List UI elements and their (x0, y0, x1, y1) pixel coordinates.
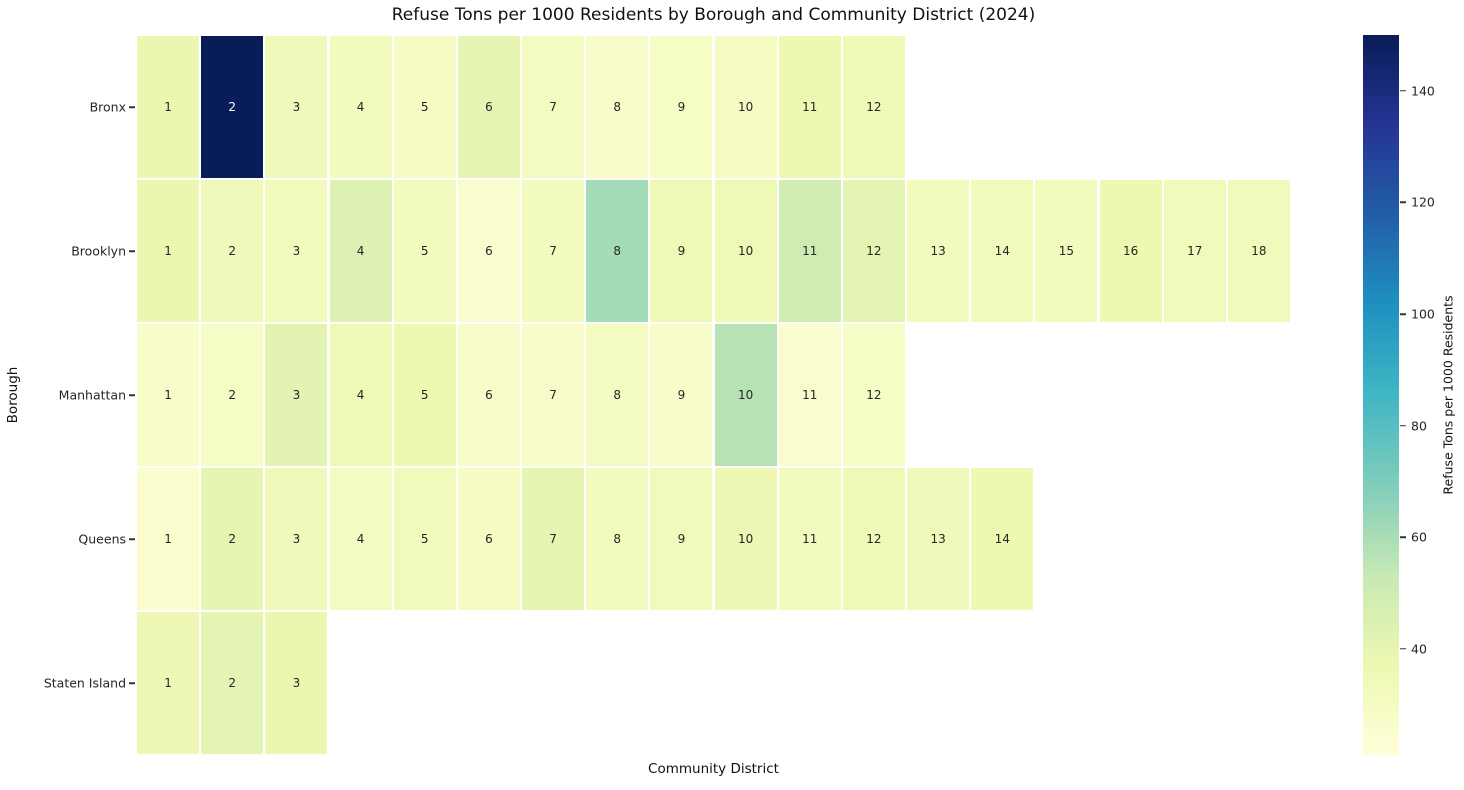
y-tick-mark (129, 682, 135, 684)
heatmap-cell: 17 (1162, 179, 1227, 323)
colorbar-tick-mark (1400, 201, 1406, 204)
heatmap-cell: 9 (649, 35, 714, 179)
heatmap-cell: 4 (328, 467, 393, 611)
heatmap-cell: 5 (392, 323, 457, 467)
heatmap-cell: 10 (713, 467, 778, 611)
heatmap-cell: 3 (264, 611, 329, 755)
heatmap-cell: 12 (841, 467, 906, 611)
heatmap-cell: 5 (392, 467, 457, 611)
heatmap-cell: 7 (521, 467, 586, 611)
heatmap-cell: 7 (521, 323, 586, 467)
heatmap-cell: 2 (200, 35, 265, 179)
colorbar-tick-label: 140 (1411, 83, 1435, 99)
heatmap-cell: 8 (585, 35, 650, 179)
y-tick-label: Queens (78, 531, 126, 547)
heatmap-cell: 3 (264, 467, 329, 611)
colorbar-label: Refuse Tons per 1000 Residents (1440, 295, 1456, 495)
heatmap-cell: 4 (328, 323, 393, 467)
heatmap-cell: 8 (585, 323, 650, 467)
heatmap-cell: 2 (200, 179, 265, 323)
y-tick-label: Brooklyn (71, 243, 126, 259)
heatmap-cell: 11 (777, 467, 842, 611)
colorbar-tick-mark (1400, 424, 1406, 427)
heatmap-cell: 2 (200, 467, 265, 611)
colorbar-tick-label: 100 (1411, 306, 1435, 322)
chart-title: Refuse Tons per 1000 Residents by Boroug… (391, 5, 1036, 25)
heatmap-cell: 12 (841, 179, 906, 323)
heatmap-cell: 12 (841, 323, 906, 467)
heatmap-cell: 15 (1034, 179, 1099, 323)
heatmap-cell: 9 (649, 323, 714, 467)
heatmap-cell: 11 (777, 323, 842, 467)
heatmap-cell: 11 (777, 35, 842, 179)
heatmap-plot-area: 1 2 3 4 5 6 7 8 9 10 11 12 1 2 3 4 5 6 7 8 9 10 11 12 13 14 15 16 17… (136, 35, 1291, 755)
heatmap-cell: 10 (713, 323, 778, 467)
colorbar-tick-label: 40 (1411, 641, 1427, 657)
colorbar-tick-label: 60 (1411, 529, 1427, 545)
heatmap-cell: 1 (136, 35, 201, 179)
heatmap-cell: 8 (585, 179, 650, 323)
colorbar-tick-mark (1400, 536, 1406, 539)
heatmap-cell: 12 (841, 35, 906, 179)
heatmap-cell: 14 (970, 179, 1035, 323)
heatmap-cell: 6 (456, 323, 521, 467)
y-tick-label: Bronx (89, 99, 126, 115)
y-tick-mark (129, 106, 135, 108)
heatmap-cell: 9 (649, 179, 714, 323)
heatmap-cell: 2 (200, 611, 265, 755)
y-tick-label: Staten Island (43, 675, 126, 691)
heatmap-cell: 18 (1226, 179, 1291, 323)
heatmap-cell: 7 (521, 179, 586, 323)
y-tick-mark (129, 538, 135, 540)
colorbar-tick-label: 80 (1411, 418, 1427, 434)
heatmap-cell: 6 (456, 467, 521, 611)
heatmap-cell: 1 (136, 179, 201, 323)
y-tick-mark (129, 250, 135, 252)
heatmap-cell: 1 (136, 323, 201, 467)
heatmap-cell: 3 (264, 323, 329, 467)
colorbar-tick-mark (1400, 90, 1406, 92)
heatmap-cell: 3 (264, 179, 329, 323)
heatmap-cell: 13 (906, 179, 971, 323)
x-axis-label: Community District (648, 761, 779, 777)
heatmap-cell: 5 (392, 35, 457, 179)
heatmap-cell: 2 (200, 323, 265, 467)
heatmap-cell: 10 (713, 35, 778, 179)
heatmap-cell: 4 (328, 179, 393, 323)
heatmap-cell: 4 (328, 35, 393, 179)
colorbar-tick-mark (1400, 648, 1406, 650)
y-tick-label: Manhattan (58, 387, 126, 403)
heatmap-cell: 6 (456, 179, 521, 323)
heatmap-cell: 13 (906, 467, 971, 611)
heatmap-cell: 6 (456, 35, 521, 179)
y-tick-mark (129, 394, 135, 396)
colorbar (1363, 35, 1399, 755)
heatmap-cell: 5 (392, 179, 457, 323)
heatmap-cell: 3 (264, 35, 329, 179)
heatmap-cell: 14 (970, 467, 1035, 611)
heatmap-cell: 8 (585, 467, 650, 611)
colorbar-tick-label: 120 (1411, 194, 1435, 210)
heatmap-cell: 1 (136, 467, 201, 611)
heatmap-cell: 9 (649, 467, 714, 611)
heatmap-cell: 11 (777, 179, 842, 323)
heatmap-cell: 10 (713, 179, 778, 323)
heatmap-cell: 1 (136, 611, 201, 755)
colorbar-tick-mark (1400, 313, 1406, 315)
heatmap-cell: 16 (1098, 179, 1163, 323)
heatmap-cell: 7 (521, 35, 586, 179)
